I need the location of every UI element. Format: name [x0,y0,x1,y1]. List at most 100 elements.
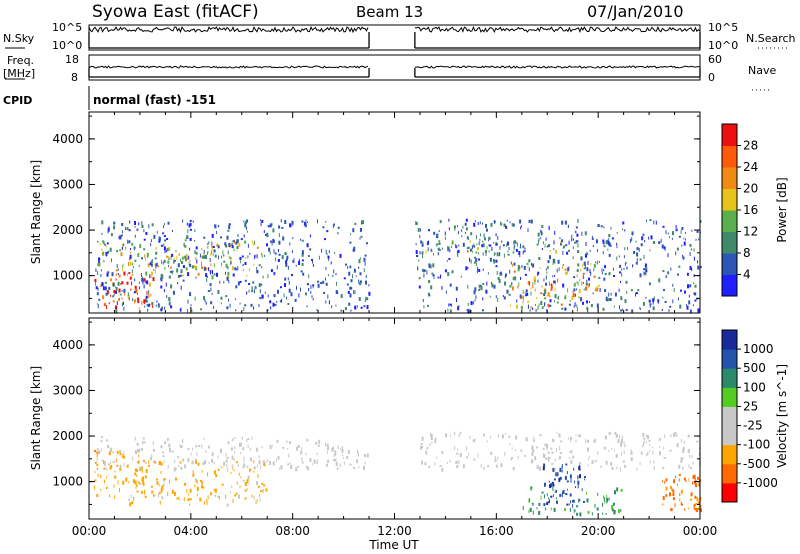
data-cell [325,282,328,286]
data-cell [262,275,264,279]
data-cell [514,241,517,244]
y-tick-label: 3000 [52,383,83,397]
data-cell [574,302,576,307]
data-cell [305,292,307,296]
data-cell [116,458,118,463]
data-cell [421,241,424,244]
data-cell [522,250,524,255]
data-cell [178,465,179,468]
data-cell [138,454,140,458]
data-cell [163,235,166,237]
data-cell [170,270,172,273]
data-cell [353,268,356,273]
data-cell [467,302,469,306]
data-cell [469,308,471,313]
data-cell [211,452,214,457]
data-cell [147,263,150,266]
data-cell [623,255,625,259]
data-cell [366,297,369,301]
data-cell [245,220,247,224]
data-cell [536,465,539,469]
data-cell [508,247,510,250]
data-cell [670,485,672,489]
data-cell [196,451,198,456]
data-cell [320,282,323,284]
data-cell [188,493,190,496]
data-cell [233,248,235,252]
data-cell [603,226,605,229]
data-cell [158,236,161,241]
data-cell [523,265,526,270]
data-cell [122,243,124,246]
data-cell [111,272,114,277]
data-cell [248,289,250,293]
data-cell [437,247,439,250]
data-cell [543,454,546,458]
data-cell [547,292,550,297]
data-cell [544,297,546,300]
data-cell [548,225,550,230]
data-cell [438,249,441,252]
data-cell [646,219,647,222]
data-cell [667,232,669,235]
data-cell [222,250,224,255]
data-cell [211,233,214,238]
data-cell [625,280,628,284]
data-cell [143,278,146,282]
data-cell [141,448,144,451]
data-cell [110,447,112,452]
data-cell [359,237,361,240]
data-cell [148,460,150,464]
data-cell [301,447,303,451]
data-cell [607,248,609,251]
data-cell [260,297,262,300]
data-cell [480,286,483,291]
data-cell [347,290,350,294]
data-cell [234,267,237,271]
data-cell [199,480,202,482]
data-cell [512,251,515,254]
data-cell [104,286,107,291]
data-cell [218,496,220,500]
data-cell [624,444,626,448]
data-cell [129,254,132,259]
data-cell [261,254,263,258]
data-cell [253,470,255,473]
data-cell [121,223,124,226]
data-cell [328,250,330,254]
data-cell [627,247,628,250]
data-cell [552,275,554,278]
data-cell [187,448,190,450]
data-cell [529,308,531,312]
data-cell [438,230,440,233]
data-cell [115,285,116,288]
data-cell [231,243,234,247]
data-cell [645,296,647,299]
data-cell [586,300,588,304]
data-cell [533,439,535,442]
freq-label: Freq. [7,54,34,67]
data-cell [281,255,284,260]
data-cell [128,262,129,266]
data-cell [221,262,223,267]
data-cell [519,294,522,299]
data-cell [554,287,556,292]
data-cell [470,259,472,264]
data-cell [556,497,558,500]
data-cell [157,304,159,307]
y-tick-label: 3000 [52,177,83,191]
data-cell [98,298,101,301]
data-cell [455,244,457,249]
data-cell [587,464,589,467]
data-cell [251,494,253,498]
data-cell [602,307,605,311]
data-cell [639,462,641,465]
data-cell [122,264,124,268]
data-cell [692,481,693,485]
data-cell [350,286,352,290]
data-cell [195,458,197,461]
data-cell [660,238,662,243]
data-cell [626,266,628,269]
data-cell [230,261,232,265]
data-cell [106,242,109,245]
